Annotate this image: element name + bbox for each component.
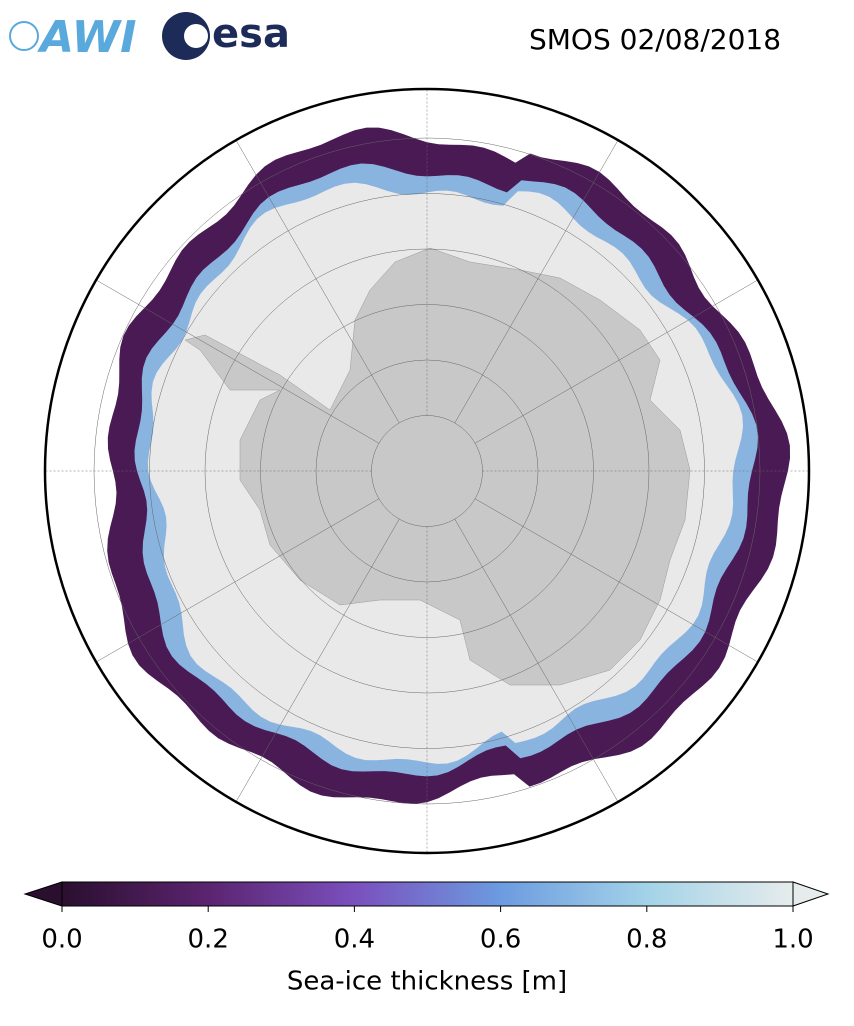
colorbar-under — [23, 881, 63, 907]
tick-label: 0.4 — [334, 925, 375, 955]
logo-text: AWI — [37, 12, 137, 63]
graticule — [315, 359, 539, 583]
graticule — [80, 498, 380, 672]
graticule — [474, 498, 774, 672]
graticule — [80, 270, 380, 444]
map — [45, 89, 809, 853]
tick-label: 0.6 — [480, 925, 521, 955]
tick-label: 1.0 — [772, 925, 813, 955]
awi-logo: AWI — [9, 12, 137, 63]
graticule — [474, 270, 774, 444]
graticule — [260, 304, 594, 638]
graticule — [226, 518, 400, 818]
antarctica — [184, 247, 691, 686]
tick-label: 0.0 — [41, 925, 82, 955]
graticule — [454, 518, 628, 818]
colorbar-body — [61, 881, 794, 907]
tick-label: 0.8 — [626, 925, 667, 955]
logo-text: esa — [212, 11, 290, 57]
graticule — [226, 124, 400, 424]
esa-logo: esa — [162, 11, 290, 60]
colorbar: 0.0 0.2 0.4 0.6 0.8 1.0 — [23, 881, 830, 955]
graticule — [454, 124, 628, 424]
colorbar-over — [792, 881, 830, 907]
tick-label: 0.2 — [188, 925, 229, 955]
map-frame — [43, 87, 811, 855]
map-title: SMOS 02/08/2018 — [529, 23, 781, 56]
graticule — [204, 248, 650, 694]
colorbar-label: Sea-ice thickness [m] — [287, 967, 567, 997]
